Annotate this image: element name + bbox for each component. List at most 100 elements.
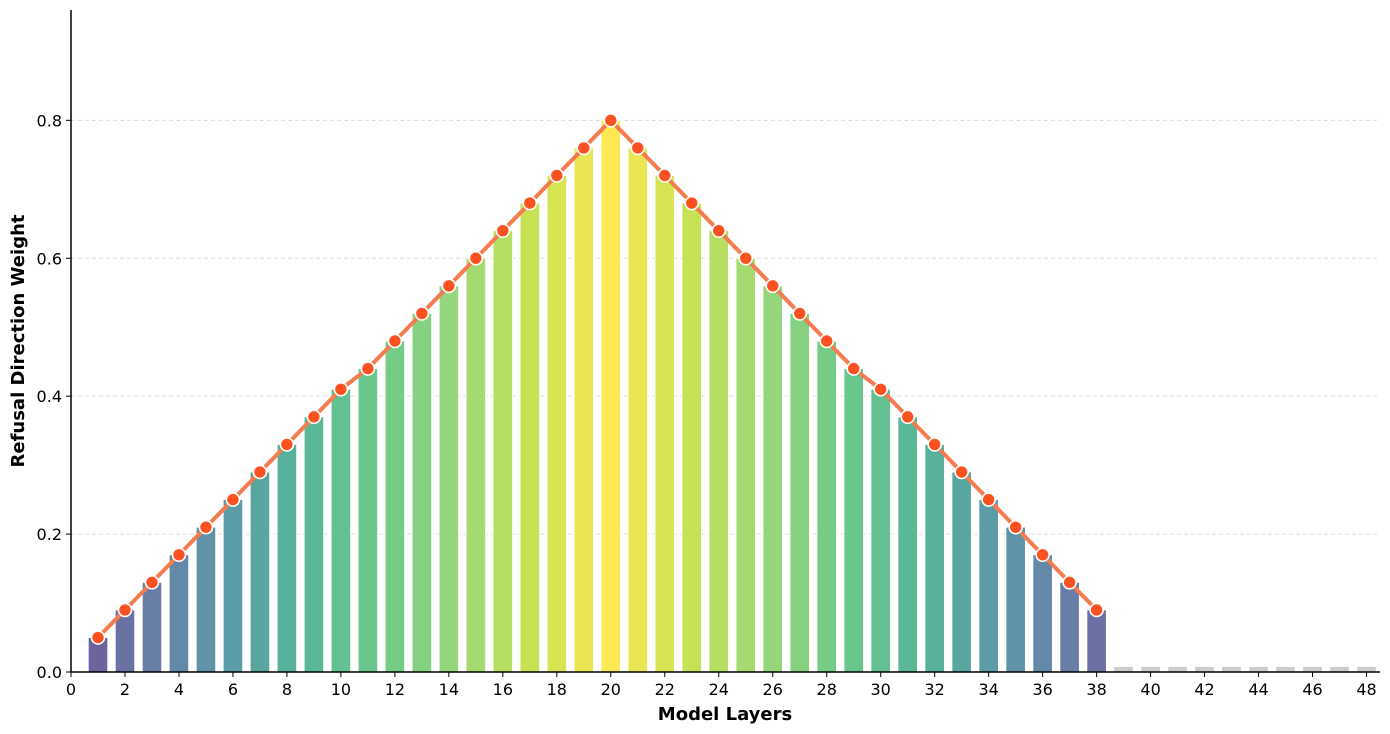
bar-layer-30	[870, 388, 891, 673]
x-tick-label: 46	[1302, 680, 1322, 699]
marker-layer-31	[900, 409, 915, 425]
marker-layer-19	[576, 140, 592, 156]
x-tick-label: 38	[1086, 680, 1106, 699]
bar-layer-13	[411, 313, 432, 673]
bar-layer-29	[843, 368, 864, 673]
bar-layer-25	[735, 257, 756, 673]
marker-layer-11	[360, 361, 376, 376]
bar-layer-24	[708, 230, 729, 673]
bar-layer-6	[222, 499, 244, 673]
y-tick-label: 0.6	[37, 249, 62, 268]
x-tick-label: 16	[493, 680, 513, 699]
bar-layer-8	[276, 444, 298, 673]
x-tick-label: 8	[282, 680, 292, 699]
bar-layer-28	[816, 340, 837, 673]
bar-layer-17	[519, 202, 540, 673]
marker-layer-29	[846, 361, 862, 376]
marker-layer-27	[792, 306, 808, 321]
y-tick-label: 0.2	[37, 525, 62, 544]
x-tick-label: 44	[1248, 680, 1268, 699]
bar-layer-37	[1059, 581, 1080, 673]
marker-layer-17	[522, 195, 538, 211]
x-tick-label: 12	[385, 680, 405, 699]
y-tick-label: 0.4	[37, 387, 62, 406]
marker-layer-3	[144, 575, 160, 590]
marker-layer-23	[684, 195, 700, 211]
x-tick-label: 18	[547, 680, 567, 699]
bar-layer-22	[654, 175, 675, 673]
bar-layer-32	[924, 444, 945, 673]
x-tick-label: 30	[871, 680, 891, 699]
marker-layer-4	[171, 547, 187, 563]
x-tick-label: 4	[174, 680, 184, 699]
x-tick-label: 22	[655, 680, 675, 699]
marker-layer-8	[279, 437, 295, 452]
bar-layer-7	[249, 471, 271, 673]
marker-layer-38	[1089, 602, 1104, 618]
y-axis-ticks: 0.0 0.2 0.4 0.6 0.8	[37, 111, 71, 682]
marker-layer-1	[90, 630, 106, 645]
marker-layer-15	[468, 250, 484, 266]
x-tick-label: 0	[66, 680, 76, 699]
x-tick-label: 28	[817, 680, 837, 699]
bar-inactive-layer-46	[1302, 666, 1323, 673]
bar-layer-12	[384, 340, 405, 673]
bar-layer-26	[762, 285, 783, 673]
marker-layer-13	[414, 306, 430, 321]
bar-layer-35	[1005, 526, 1026, 673]
marker-layer-34	[981, 492, 996, 507]
y-axis-label: Refusal Direction Weight	[8, 214, 29, 467]
bar-inactive-layer-47	[1329, 666, 1350, 673]
bar-layer-36	[1032, 554, 1053, 673]
bar-layer-16	[492, 230, 513, 673]
marker-layer-35	[1008, 519, 1023, 535]
marker-layer-7	[252, 464, 268, 480]
bar-layer-38	[1086, 609, 1107, 673]
bar-inactive-layer-43	[1221, 666, 1242, 673]
bars	[87, 119, 1377, 673]
x-tick-label: 34	[978, 680, 998, 699]
marker-layer-22	[657, 168, 673, 183]
bar-layer-4	[168, 554, 190, 673]
marker-layer-37	[1062, 575, 1077, 590]
marker-layer-26	[765, 278, 781, 294]
bar-inactive-layer-42	[1194, 666, 1215, 673]
x-axis-ticks: 0 2 4 6 8 10 12 14 16 18 20 22 24 26 28 30 32 34 36 38 40 42 4…	[66, 672, 1377, 699]
bar-layer-31	[897, 416, 918, 673]
marker-layer-20	[603, 113, 619, 128]
x-tick-label: 36	[1032, 680, 1052, 699]
marker-layer-12	[387, 333, 403, 349]
marker-layer-18	[549, 168, 565, 183]
bar-layer-11	[357, 368, 379, 673]
x-tick-label: 20	[601, 680, 621, 699]
bar-layer-3	[141, 581, 163, 673]
bar-layer-18	[546, 175, 567, 673]
marker-layer-25	[738, 250, 754, 266]
marker-layer-6	[225, 492, 241, 507]
bar-layer-21	[627, 147, 648, 673]
x-tick-label: 42	[1194, 680, 1214, 699]
marker-layer-10	[333, 381, 349, 397]
marker-layer-14	[441, 278, 457, 294]
marker-layer-5	[198, 519, 214, 535]
marker-layer-21	[630, 140, 646, 156]
bar-layer-20	[600, 119, 621, 673]
line-markers	[90, 113, 1104, 645]
x-axis-label: Model Layers	[658, 704, 792, 725]
bar-layer-27	[789, 313, 810, 673]
bar-inactive-layer-40	[1140, 666, 1161, 673]
marker-layer-36	[1035, 547, 1050, 563]
marker-layer-33	[954, 464, 969, 480]
marker-layer-2	[117, 602, 133, 618]
bar-layer-10	[330, 388, 352, 673]
bar-inactive-layer-41	[1167, 666, 1188, 673]
bar-inactive-layer-48	[1356, 666, 1377, 673]
x-tick-label: 24	[709, 680, 729, 699]
x-tick-label: 40	[1140, 680, 1160, 699]
series-line	[96, 118, 1099, 639]
x-tick-label: 48	[1356, 680, 1376, 699]
marker-layer-24	[711, 223, 727, 238]
bar-inactive-layer-45	[1275, 666, 1296, 673]
x-tick-label: 32	[924, 680, 944, 699]
bar-layer-14	[438, 285, 459, 673]
